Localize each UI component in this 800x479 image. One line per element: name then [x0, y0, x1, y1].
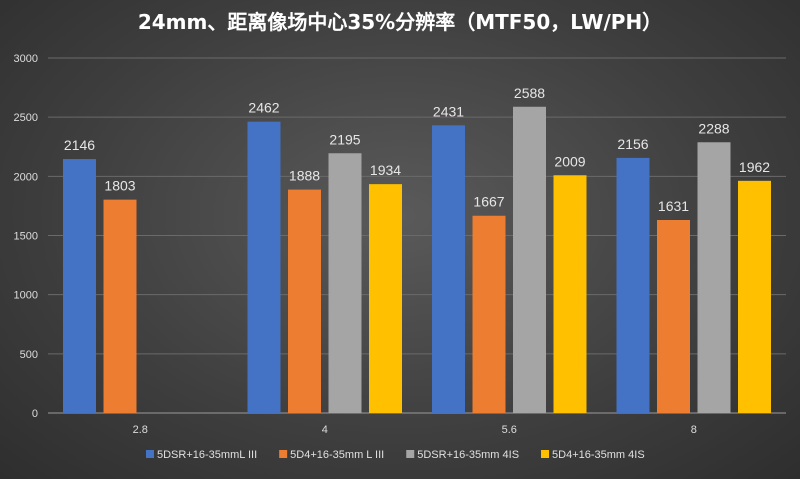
bar [63, 159, 96, 413]
bar [738, 180, 771, 413]
y-tick-label: 2000 [14, 171, 38, 183]
x-tick-label: 2.8 [133, 424, 148, 436]
bar [103, 199, 137, 413]
x-tick-label: 8 [691, 424, 697, 436]
bar [328, 153, 362, 413]
data-label: 2588 [514, 85, 545, 101]
data-label: 1667 [473, 194, 504, 210]
data-label: 2431 [433, 103, 464, 119]
bars [63, 106, 771, 414]
bar [513, 106, 546, 414]
legend-swatch [146, 450, 154, 458]
legend-label: 5D4+16-35mm L III [290, 449, 384, 461]
x-tick-label: 5.6 [502, 424, 517, 436]
bar [369, 184, 402, 413]
bar [432, 125, 465, 413]
y-axis: 0 500 1000 1500 2000 2500 3000 [14, 53, 38, 420]
bar [247, 121, 281, 413]
data-label: 1934 [370, 162, 401, 178]
data-label: 2288 [698, 120, 729, 136]
y-tick-label: 2500 [14, 112, 38, 124]
legend-swatch [406, 450, 415, 458]
y-tick-label: 3000 [14, 53, 38, 65]
gridlines [48, 57, 786, 414]
bar [472, 215, 506, 413]
legend-label: 5DSR+16-35mmL III [157, 449, 257, 461]
bar [657, 219, 690, 413]
legend-swatch [279, 450, 288, 458]
x-axis: 2.8 4 5.6 8 [133, 424, 697, 436]
y-tick-label: 1500 [14, 231, 38, 243]
data-labels: 2146 1803 2462 1888 2195 1934 2431 1667 2588 2009… [64, 85, 770, 214]
data-label: 1888 [289, 168, 320, 184]
y-tick-label: 1000 [14, 290, 38, 302]
legend-swatch [541, 450, 550, 458]
chart-title: 24mm、距离像场中心35%分辨率（MTF50，LW/PH） [138, 10, 662, 34]
data-label: 2462 [248, 100, 279, 116]
bar [616, 157, 650, 413]
data-label: 1803 [104, 178, 135, 194]
bar [288, 189, 321, 413]
legend-label: 5D4+16-35mm 4IS [552, 449, 645, 461]
y-tick-label: 500 [20, 349, 38, 361]
data-label: 2156 [617, 136, 648, 152]
bar [553, 175, 587, 413]
data-label: 2146 [64, 137, 95, 153]
data-label: 1631 [658, 198, 689, 214]
data-label: 2009 [554, 153, 585, 169]
y-tick-label: 0 [32, 408, 38, 420]
legend-label: 5DSR+16-35mm 4IS [417, 449, 519, 461]
data-label: 1962 [739, 159, 770, 175]
x-tick-label: 4 [322, 424, 328, 436]
legend: 5DSR+16-35mmL III 5D4+16-35mm L III 5DSR+1… [146, 449, 645, 461]
data-label: 2195 [329, 131, 360, 147]
bar [697, 142, 731, 413]
